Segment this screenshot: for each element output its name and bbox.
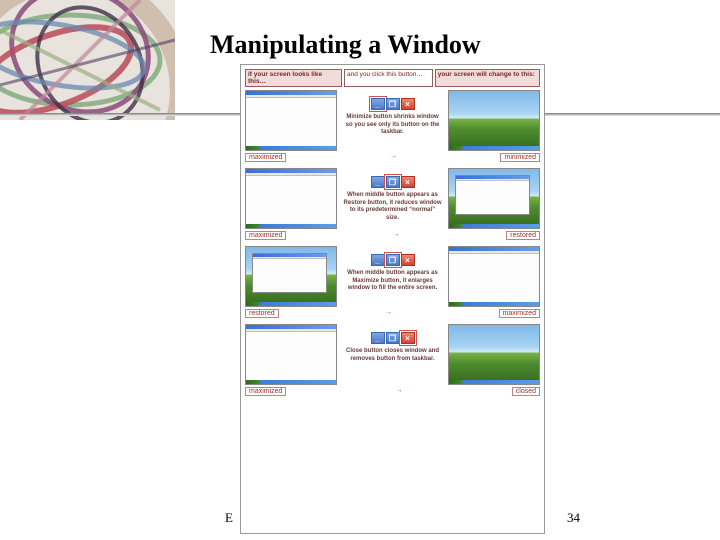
page-title: Manipulating a Window bbox=[210, 30, 481, 60]
close-icon: × bbox=[401, 332, 415, 344]
screen-thumbnail bbox=[448, 246, 540, 307]
screen-thumbnail bbox=[245, 324, 337, 385]
screen-thumbnail bbox=[245, 246, 337, 307]
state-label-row: maximized → restored bbox=[245, 231, 540, 240]
close-icon: × bbox=[401, 98, 415, 110]
center-explanation: _❐× When middle button appears as Maximiz… bbox=[341, 246, 444, 293]
close-icon: × bbox=[401, 254, 415, 266]
center-explanation: _❐× Minimize button shrinks window so you… bbox=[341, 90, 444, 137]
caption-text: When middle button appears as Maximize b… bbox=[341, 270, 444, 293]
state-label-left: maximized bbox=[245, 231, 286, 240]
minimize-icon: _ bbox=[371, 332, 385, 344]
restore-maximize-icon: ❐ bbox=[386, 254, 400, 266]
close-icon: × bbox=[401, 176, 415, 188]
figure-row: _❐× Close button closes window and remove… bbox=[245, 324, 540, 385]
caption-text: When middle button appears as Restore bu… bbox=[341, 192, 444, 222]
state-label-row: maximized → minimized bbox=[245, 153, 540, 162]
minimize-icon: _ bbox=[371, 176, 385, 188]
state-label-left: maximized bbox=[245, 153, 286, 162]
screen-thumbnail bbox=[448, 168, 540, 229]
arrow-icon: → bbox=[385, 309, 392, 318]
restore-maximize-icon: ❐ bbox=[386, 332, 400, 344]
arrow-icon: → bbox=[393, 231, 400, 240]
caption-text: Minimize button shrinks window so you se… bbox=[341, 114, 444, 137]
figure-header-col2: and you click this button… bbox=[344, 69, 433, 87]
footer-text-left: E bbox=[225, 510, 233, 526]
center-explanation: _❐× When middle button appears as Restore… bbox=[341, 168, 444, 222]
window-control-buttons: _❐× bbox=[371, 98, 415, 110]
state-label-right: restored bbox=[506, 231, 540, 240]
screen-thumbnail bbox=[448, 324, 540, 385]
screen-thumbnail bbox=[448, 90, 540, 151]
minimize-icon: _ bbox=[371, 254, 385, 266]
state-label-left: maximized bbox=[245, 387, 286, 396]
minimize-icon: _ bbox=[371, 98, 385, 110]
window-controls-figure: if your screen looks like this… and you … bbox=[240, 64, 545, 534]
figure-row: _❐× Minimize button shrinks window so you… bbox=[245, 90, 540, 151]
state-label-row: restored → maximized bbox=[245, 309, 540, 318]
figure-header-col3: your screen will change to this: bbox=[435, 69, 540, 87]
figure-header-col1: if your screen looks like this… bbox=[245, 69, 342, 87]
state-label-right: minimized bbox=[500, 153, 540, 162]
arrow-icon: → bbox=[390, 153, 397, 162]
restore-maximize-icon: ❐ bbox=[386, 176, 400, 188]
state-label-right: closed bbox=[512, 387, 540, 396]
decorative-corner-art bbox=[0, 0, 175, 120]
state-label-row: maximized → closed bbox=[245, 387, 540, 396]
window-control-buttons: _❐× bbox=[371, 254, 415, 266]
window-control-buttons: _❐× bbox=[371, 176, 415, 188]
restore-maximize-icon: ❐ bbox=[386, 98, 400, 110]
state-label-left: restored bbox=[245, 309, 279, 318]
caption-text: Close button closes window and removes b… bbox=[341, 348, 444, 363]
screen-thumbnail bbox=[245, 168, 337, 229]
figure-header-row: if your screen looks like this… and you … bbox=[245, 69, 540, 87]
center-explanation: _❐× Close button closes window and remove… bbox=[341, 324, 444, 363]
figure-row: _❐× When middle button appears as Maximiz… bbox=[245, 246, 540, 307]
screen-thumbnail bbox=[245, 90, 337, 151]
page-number: 34 bbox=[567, 510, 580, 526]
figure-row: _❐× When middle button appears as Restore… bbox=[245, 168, 540, 229]
state-label-right: maximized bbox=[499, 309, 540, 318]
arrow-icon: → bbox=[396, 387, 403, 396]
window-control-buttons: _❐× bbox=[371, 332, 415, 344]
